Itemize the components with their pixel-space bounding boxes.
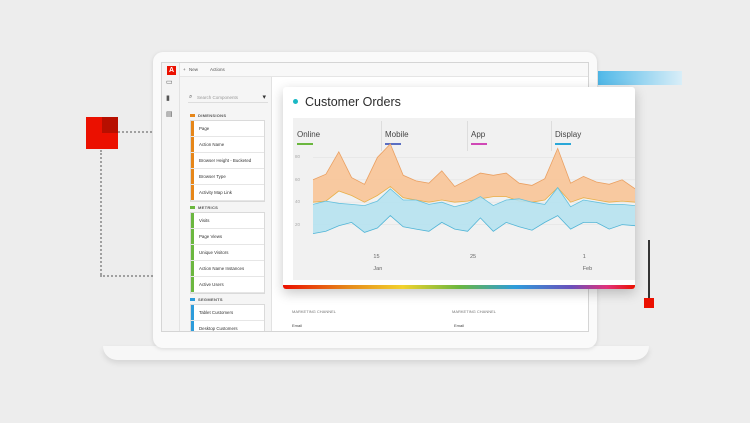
legend-label: Online	[297, 130, 321, 139]
segments-list: Tablet Customers Desktop Customers	[190, 304, 265, 331]
component-item[interactable]: Browser Height - Bucketed	[191, 153, 264, 169]
dimensions-list: Page Action Name Browser Height - Bucket…	[190, 120, 265, 202]
app-logo: A	[167, 66, 176, 75]
component-item[interactable]: Page Views	[191, 229, 264, 245]
legend-swatch	[297, 143, 313, 145]
section-header-segments: SEGMENTS	[190, 297, 223, 302]
metrics-list: Visits Page Views Unique Visitors Action…	[190, 212, 265, 294]
component-item[interactable]: Page	[191, 121, 264, 137]
component-item[interactable]: Unique Visitors	[191, 245, 264, 261]
component-item[interactable]: Active Users	[191, 277, 264, 293]
component-item[interactable]: Activity Map Link	[191, 185, 264, 201]
legend-swatch	[385, 143, 401, 145]
toolbar: + New Actions	[180, 63, 588, 77]
legend-label: App	[471, 130, 486, 139]
search-icon: ⌕	[189, 94, 193, 100]
left-rail: A ▭ ▮ ▤	[162, 63, 180, 331]
decorative-dotted-line	[100, 275, 156, 277]
actions-button[interactable]: Actions	[210, 67, 225, 72]
section-title: DIMENSIONS	[198, 113, 227, 118]
legend-item-display[interactable]: Display	[555, 130, 581, 145]
x-tick-label: 25	[470, 254, 477, 260]
table-cell: Email	[292, 323, 303, 328]
section-title: SEGMENTS	[198, 297, 223, 302]
segment-icon	[190, 298, 195, 302]
plus-icon[interactable]: +	[183, 67, 186, 72]
x-tick-label: Feb	[582, 266, 593, 272]
decorative-blue-bar	[598, 71, 682, 85]
series-line-lower	[312, 186, 635, 208]
search-placeholder: Search Components	[197, 95, 239, 100]
table-icon[interactable]: ▤	[166, 111, 173, 118]
title-indicator-dot	[293, 99, 298, 104]
component-item[interactable]: Desktop Customers	[191, 321, 264, 331]
column-header[interactable]: MARKETING CHANNEL	[292, 309, 337, 314]
component-item[interactable]: Browser Type	[191, 169, 264, 185]
legend-item-mobile[interactable]: Mobile	[385, 130, 409, 145]
bar-chart-icon[interactable]: ▮	[166, 95, 170, 102]
legend-separator	[381, 121, 382, 151]
dimension-icon	[190, 114, 195, 118]
decorative-line	[648, 240, 650, 302]
series-line-upper	[312, 143, 635, 190]
series-baseline-lower	[312, 215, 635, 234]
legend-item-app[interactable]: App	[471, 130, 487, 145]
section-title: METRICS	[198, 205, 219, 210]
column-header[interactable]: MARKETING CHANNEL	[452, 309, 497, 314]
laptop-base	[103, 346, 649, 360]
legend-label: Display	[555, 130, 582, 139]
component-item[interactable]: Tablet Customers	[191, 305, 264, 321]
legend-swatch	[471, 143, 487, 145]
decorative-red-dot	[644, 298, 654, 308]
y-tick-label: 80	[295, 154, 301, 160]
legend-item-online[interactable]: Online	[297, 130, 320, 145]
area-band-upper	[313, 144, 635, 203]
x-tick-label: 15	[373, 254, 380, 260]
y-tick-label: 40	[295, 199, 301, 205]
table-cell: Email	[454, 323, 465, 328]
legend-label: Mobile	[385, 130, 409, 139]
legend-separator	[551, 121, 552, 151]
component-item[interactable]: Visits	[191, 213, 264, 229]
card-title: Customer Orders	[305, 95, 401, 109]
decorative-dotted-line	[100, 150, 102, 275]
new-button[interactable]: New	[189, 67, 199, 72]
search-components-input[interactable]: ⌕ Search Components ▾	[188, 92, 268, 103]
panel-icon[interactable]: ▭	[166, 79, 173, 86]
legend-swatch	[555, 143, 571, 145]
legend-separator	[467, 121, 468, 151]
decorative-red-square	[86, 117, 118, 149]
y-tick-label: 60	[295, 176, 301, 182]
area-chart	[312, 143, 635, 234]
component-item[interactable]: Action Name Instances	[191, 261, 264, 277]
customer-orders-card: Customer Orders Online Mobile App Display 8…	[283, 87, 635, 289]
filter-icon[interactable]: ▾	[262, 94, 266, 101]
x-tick-label: Jan	[373, 266, 383, 272]
metric-icon	[190, 206, 195, 210]
decorative-dotted-line	[118, 131, 156, 133]
rainbow-bar	[283, 285, 635, 289]
section-header-metrics: METRICS	[190, 205, 218, 210]
y-tick-label: 20	[295, 221, 301, 227]
section-header-dimensions: DIMENSIONS	[190, 113, 226, 118]
x-tick-label: 1	[582, 254, 586, 260]
component-item[interactable]: Action Name	[191, 137, 264, 153]
area-band-lower	[313, 187, 635, 234]
components-panel: ⌕ Search Components ▾ DIMENSIONS Page Ac…	[180, 77, 272, 331]
